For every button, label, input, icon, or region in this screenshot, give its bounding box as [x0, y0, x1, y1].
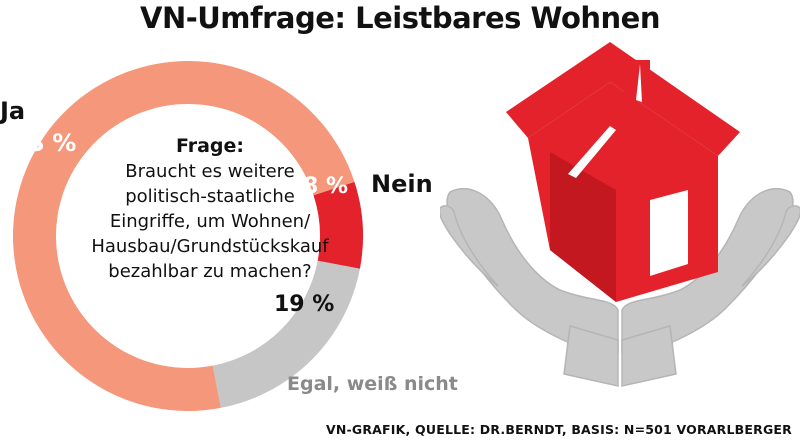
value-label-ja: 73 %	[12, 129, 76, 157]
value-label-egal: 19 %	[274, 292, 335, 317]
question-line: bezahlbar zu machen?	[108, 261, 312, 282]
chart-title: VN-Umfrage: Leistbares Wohnen	[140, 1, 660, 35]
category-label-egal: Egal, weiß nicht	[287, 373, 458, 395]
category-label-ja: Ja	[0, 97, 26, 125]
house-in-hands-illustration	[440, 42, 800, 387]
source-note: VN-GRAFIK, QUELLE: DR.BERNDT, BASIS: N=5…	[325, 422, 792, 437]
question-line: Eingriffe, um Wohnen/	[109, 211, 311, 232]
donut-slice-egal	[212, 260, 360, 408]
question-line: politisch-staatliche	[125, 186, 295, 207]
house-icon	[506, 42, 740, 302]
value-label-nein: 8 %	[303, 174, 349, 199]
category-label-nein: Nein	[371, 170, 433, 198]
donut-chart	[13, 61, 363, 411]
donut-slice-nein	[313, 181, 363, 269]
hands-icon	[440, 187, 800, 387]
question-line: Hausbau/Grundstückskauf	[91, 236, 329, 257]
survey-question: Frage: Braucht es weitere politisch-staa…	[60, 134, 360, 284]
question-line: Braucht es weitere	[125, 161, 295, 182]
question-heading: Frage:	[175, 135, 245, 157]
